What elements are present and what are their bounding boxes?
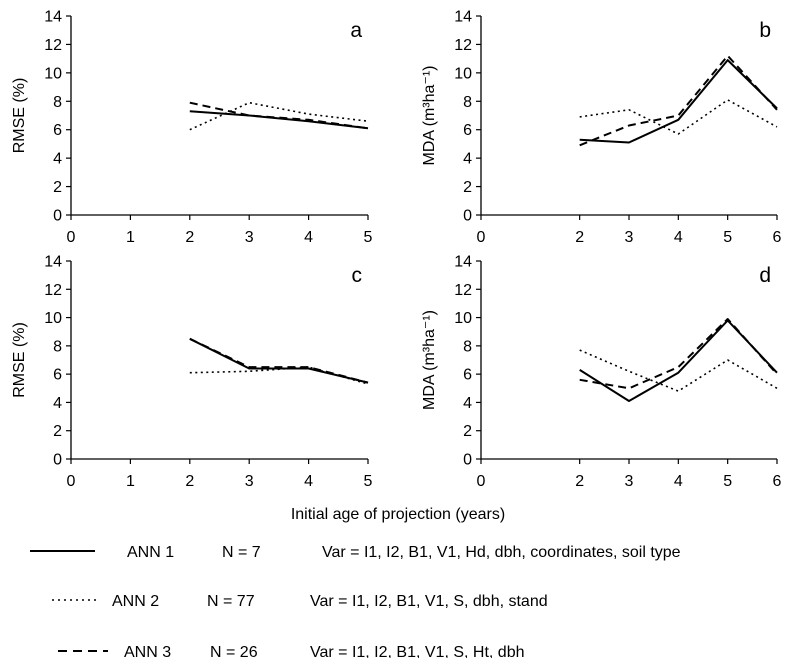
x-tick-label: 4: [674, 473, 683, 490]
panel-b: 0 2 4 6 8 10 12 14 0 2 3 4 5 6 MDA (m³ha⁻¹) b: [421, 9, 782, 247]
x-tick-label: 0: [67, 473, 76, 490]
y-tick-label: 10: [44, 65, 62, 82]
y-tick-label: 6: [463, 367, 472, 384]
x-tick-label: 2: [185, 473, 194, 490]
x-tick-label: 5: [723, 229, 732, 246]
y-tick-label: 0: [53, 208, 62, 225]
x-tick-label: 1: [126, 473, 135, 490]
x-tick-label: 6: [773, 229, 782, 246]
legend-n-ann-1: N = 7: [222, 544, 261, 561]
series-line-ann-2: [189, 101, 369, 131]
y-tick-label: 12: [44, 282, 62, 299]
legend-n-ann-2: N = 77: [207, 593, 255, 610]
y-tick-label: 8: [463, 94, 472, 111]
x-tick-label: 4: [304, 473, 313, 490]
y-axis-title: MDA (m³ha⁻¹): [421, 310, 438, 410]
x-tick-label: 5: [364, 229, 373, 246]
legend-vars-ann-3: Var = I1, I2, B1, V1, S, Ht, dbh: [310, 644, 524, 658]
panel-letter: a: [350, 19, 362, 42]
x-tick-label: 0: [67, 229, 76, 246]
panel-letter: b: [759, 19, 771, 42]
legend-vars-ann-2: Var = I1, I2, B1, V1, S, dbh, stand: [310, 593, 548, 610]
y-tick-label: 2: [53, 179, 62, 196]
legend-label-ann-2: ANN 2: [112, 593, 159, 610]
series-line-ann-2: [579, 99, 778, 135]
y-tick-label: 2: [463, 423, 472, 440]
y-tick-label: 8: [53, 338, 62, 355]
y-tick-label: 4: [53, 151, 62, 168]
legend-n-ann-3: N = 26: [210, 644, 258, 658]
legend-entry-ann-1: ANN 1 N = 7 Var = I1, I2, B1, V1, Hd, db…: [30, 544, 681, 561]
y-tick-label: 0: [463, 452, 472, 469]
x-tick-label: 5: [723, 473, 732, 490]
x-tick-label: 3: [625, 473, 634, 490]
y-tick-label: 6: [53, 367, 62, 384]
y-tick-label: 4: [463, 395, 472, 412]
x-tick-label: 5: [364, 473, 373, 490]
y-tick-label: 14: [454, 9, 472, 26]
series-line-ann-1: [189, 110, 369, 130]
y-tick-label: 0: [463, 208, 472, 225]
x-tick-label: 6: [773, 473, 782, 490]
legend-entry-ann-3: ANN 3 N = 26 Var = I1, I2, B1, V1, S, Ht…: [58, 644, 524, 658]
y-axis-title: MDA (m³ha⁻¹): [421, 66, 438, 166]
series-line-ann-3: [189, 101, 369, 130]
x-tick-label: 2: [575, 473, 584, 490]
y-tick-label: 2: [53, 423, 62, 440]
x-tick-label: 1: [126, 229, 135, 246]
legend-vars-ann-1: Var = I1, I2, B1, V1, Hd, dbh, coordinat…: [322, 544, 681, 561]
y-tick-label: 4: [463, 151, 472, 168]
series-line-ann-3: [579, 54, 778, 147]
series-line-ann-3: [579, 318, 778, 390]
legend-label-ann-3: ANN 3: [124, 644, 171, 658]
legend: ANN 1 N = 7 Var = I1, I2, B1, V1, Hd, db…: [30, 544, 681, 658]
y-tick-label: 0: [53, 452, 62, 469]
legend-label-ann-1: ANN 1: [127, 544, 174, 561]
x-tick-label: 2: [575, 229, 584, 246]
legend-entry-ann-2: ANN 2 N = 77 Var = I1, I2, B1, V1, S, db…: [52, 593, 548, 610]
x-tick-label: 3: [625, 229, 634, 246]
x-tick-label: 3: [245, 473, 254, 490]
panel-d: 0 2 4 6 8 10 12 14 0 2 3 4 5 6 MDA (m³ha⁻¹) d: [421, 254, 782, 491]
x-tick-label: 2: [185, 229, 194, 246]
y-tick-label: 6: [53, 122, 62, 139]
y-tick-label: 4: [53, 395, 62, 412]
y-tick-label: 6: [463, 122, 472, 139]
y-tick-label: 12: [454, 282, 472, 299]
panel-letter: d: [759, 264, 771, 287]
y-tick-label: 8: [463, 338, 472, 355]
y-axis-title: RMSE (%): [11, 78, 28, 154]
y-axis-title: RMSE (%): [11, 322, 28, 398]
y-tick-label: 10: [454, 65, 472, 82]
y-tick-label: 12: [44, 37, 62, 54]
x-tick-label: 0: [477, 473, 486, 490]
y-tick-label: 14: [44, 254, 62, 271]
y-tick-label: 8: [53, 94, 62, 111]
x-tick-label: 3: [245, 229, 254, 246]
x-tick-label: 0: [477, 229, 486, 246]
y-tick-label: 14: [44, 9, 62, 26]
y-tick-label: 12: [454, 37, 472, 54]
y-tick-label: 14: [454, 254, 472, 271]
y-tick-label: 2: [463, 179, 472, 196]
x-tick-label: 4: [304, 229, 313, 246]
y-tick-label: 10: [454, 310, 472, 327]
series-line-ann-1: [579, 59, 778, 144]
x-tick-label: 4: [674, 229, 683, 246]
y-tick-label: 10: [44, 310, 62, 327]
series-line-ann-3: [189, 337, 369, 384]
x-axis-title: Initial age of projection (years): [291, 506, 505, 523]
series-line-ann-1: [579, 319, 778, 402]
panel-letter: c: [352, 264, 363, 287]
